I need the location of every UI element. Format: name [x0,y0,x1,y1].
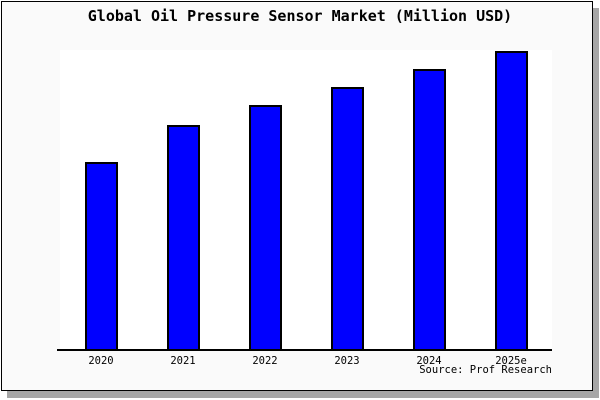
chart-title: Global Oil Pressure Sensor Market (Milli… [87,7,513,25]
tick-label-2020: 2020 [88,355,114,367]
plot-area [60,50,552,351]
bar-slot-2021 [142,50,224,351]
bar-2023 [330,87,364,351]
bar-2022 [248,105,282,351]
bar-slot-2022 [224,50,306,351]
x-axis-line [57,349,552,351]
tick-label-2022: 2022 [252,355,278,367]
tick-label-2021: 2021 [170,355,196,367]
bar-2024 [412,69,446,351]
bar-2020 [84,162,118,351]
bar-2021 [166,125,200,351]
tick-label-2024: 2024 [416,355,442,367]
source-note: Source: Prof Research [419,364,552,376]
tick-label-2023: 2023 [334,355,360,367]
bar-group [60,50,552,351]
bar-2025e [494,51,528,351]
bar-slot-2023 [306,50,388,351]
bar-slot-2020 [60,50,142,351]
bar-slot-2024 [388,50,470,351]
bar-slot-2025e [470,50,552,351]
tick-label-2025e: 2025e [495,355,527,367]
x-axis-tick-labels: 2020 2021 2022 2023 2024 2025e [60,354,552,368]
